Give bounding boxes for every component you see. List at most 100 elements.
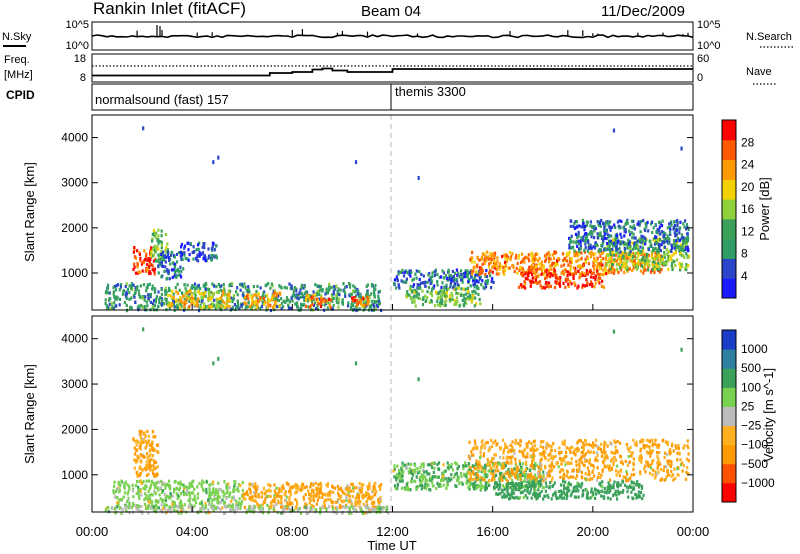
velocity-cell bbox=[167, 496, 171, 500]
velocity-cell bbox=[674, 476, 677, 480]
velocity-cell bbox=[147, 434, 150, 438]
velocity-cell bbox=[335, 511, 338, 515]
power-cell bbox=[457, 286, 460, 290]
power-cell bbox=[565, 254, 568, 258]
velocity-cell bbox=[538, 452, 542, 456]
velocity-cell bbox=[183, 485, 186, 489]
velocity-cell bbox=[456, 467, 459, 471]
power-cell bbox=[655, 253, 658, 257]
velocity-cell bbox=[685, 457, 689, 461]
velocity-cell bbox=[664, 440, 668, 444]
power-cell bbox=[475, 279, 479, 283]
velocity-cell bbox=[143, 498, 146, 502]
power-cell bbox=[597, 276, 600, 280]
velocity-cell bbox=[325, 508, 328, 512]
velocity-cell bbox=[657, 470, 660, 474]
power-cell bbox=[539, 266, 543, 270]
power-cell bbox=[541, 263, 544, 267]
power-cell bbox=[332, 303, 335, 308]
power-cell bbox=[579, 273, 582, 277]
power-cell bbox=[605, 263, 608, 267]
velocity-cell bbox=[481, 466, 484, 470]
velocity-cell bbox=[365, 500, 368, 504]
power-cell bbox=[259, 306, 262, 310]
power-cell bbox=[639, 250, 643, 254]
velocity-cell bbox=[378, 504, 381, 508]
power-cell bbox=[609, 257, 612, 261]
power-cell bbox=[328, 297, 331, 301]
velocity-cell bbox=[656, 445, 659, 449]
velocity-cell bbox=[149, 505, 152, 509]
velocity-cell bbox=[256, 501, 259, 505]
velocity-cell bbox=[529, 480, 532, 485]
velocity-cell bbox=[249, 498, 252, 502]
power-cell bbox=[614, 249, 617, 253]
velocity-cell bbox=[530, 476, 533, 481]
power-cell bbox=[646, 262, 649, 266]
power-cell bbox=[155, 297, 158, 301]
power-cell bbox=[624, 221, 628, 225]
power-cell bbox=[608, 248, 612, 252]
velocity-cell bbox=[534, 461, 537, 465]
power-cell bbox=[596, 236, 599, 240]
power-cell bbox=[366, 292, 369, 296]
velocity-cell bbox=[373, 481, 376, 485]
velocity-cell bbox=[426, 484, 429, 488]
velocity-cell bbox=[279, 505, 283, 509]
power-cell bbox=[210, 247, 213, 251]
power-cell bbox=[590, 280, 593, 284]
velocity-cell bbox=[646, 463, 649, 467]
velocity-cell bbox=[134, 503, 137, 508]
power-cell bbox=[615, 259, 618, 263]
power-cell bbox=[470, 298, 473, 303]
power-cell bbox=[594, 252, 597, 256]
power-cell bbox=[608, 264, 611, 268]
velocity-cell bbox=[171, 506, 174, 510]
velocity-cell bbox=[479, 481, 482, 485]
velocity-cell bbox=[581, 476, 584, 480]
power-cell bbox=[668, 254, 672, 258]
velocity-cell bbox=[476, 446, 479, 451]
velocity-cell bbox=[686, 439, 689, 443]
power-cell bbox=[570, 282, 573, 286]
power-cell bbox=[160, 292, 163, 296]
velocity-cell bbox=[343, 492, 346, 496]
power-cell bbox=[534, 257, 537, 261]
power-cell bbox=[520, 267, 523, 271]
power-cell bbox=[203, 242, 206, 246]
power-cell bbox=[545, 275, 548, 280]
velocity-cell bbox=[497, 462, 501, 466]
power-cell bbox=[526, 268, 530, 272]
power-cell bbox=[609, 252, 612, 257]
power-cell bbox=[502, 265, 505, 269]
power-cell bbox=[593, 259, 596, 263]
power-cell bbox=[491, 252, 494, 256]
velocity-cell bbox=[681, 469, 684, 473]
power-cell bbox=[496, 259, 499, 264]
velocity-cell bbox=[255, 488, 258, 492]
velocity-cell bbox=[577, 448, 580, 452]
power-cell bbox=[254, 307, 257, 311]
velocity-cell bbox=[361, 495, 364, 499]
velocity-cell bbox=[135, 491, 138, 496]
power-cell bbox=[669, 227, 672, 231]
power-cell bbox=[419, 281, 422, 285]
power-cell bbox=[474, 291, 477, 295]
power-cell bbox=[504, 268, 507, 272]
velocity-cell bbox=[223, 480, 226, 484]
velocity-cell bbox=[583, 457, 587, 461]
power-cell bbox=[453, 298, 456, 302]
power-cell bbox=[295, 294, 298, 298]
velocity-cell bbox=[251, 495, 254, 499]
power-cell bbox=[417, 286, 420, 290]
velocity-cell bbox=[233, 484, 236, 488]
velocity-cell bbox=[297, 485, 300, 489]
power-cell bbox=[197, 299, 200, 303]
power-cell bbox=[132, 250, 135, 254]
power-cell bbox=[629, 232, 632, 237]
power-cell bbox=[408, 287, 412, 291]
power-cell bbox=[534, 268, 537, 272]
velocity-cell bbox=[183, 487, 186, 491]
power-cell bbox=[232, 294, 236, 298]
power-cell bbox=[372, 290, 375, 294]
